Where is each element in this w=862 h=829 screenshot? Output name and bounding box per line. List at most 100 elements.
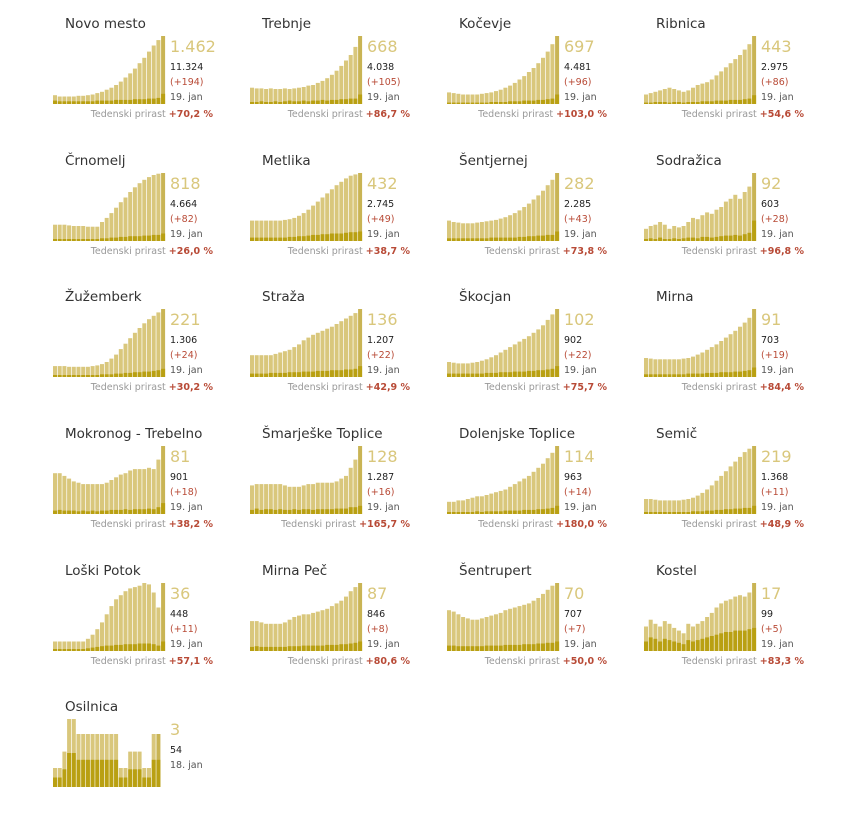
new-cases-bar: [526, 644, 531, 651]
new-cases-bar: [545, 234, 550, 241]
new-cases-bar: [658, 512, 663, 514]
active-cases-bar: [250, 355, 254, 377]
new-cases-bar: [676, 512, 681, 514]
active-cases-bar: [306, 85, 311, 104]
active-cases-bar: [287, 89, 292, 104]
new-cases-bar: [644, 641, 648, 651]
new-cases-bar: [132, 372, 137, 377]
new-cases-bar: [723, 632, 728, 651]
active-cases-bar: [81, 484, 86, 514]
weekly-growth-percent: +96,8 %: [759, 246, 804, 257]
new-cases-bar: [512, 510, 517, 514]
active-cases-bar: [691, 626, 695, 651]
new-cases-bar: [273, 237, 278, 241]
new-cases-bar: [62, 239, 67, 241]
active-cases-bar: [259, 484, 264, 514]
active-cases-bar: [653, 499, 658, 514]
active-cases-bar: [465, 499, 470, 514]
total-cases-value: 4.664: [170, 199, 198, 210]
weekly-growth-percent: +38,7 %: [365, 246, 410, 257]
new-cases-bar: [705, 101, 710, 104]
active-cases-bar: [104, 89, 109, 104]
new-cases-bar: [67, 510, 72, 514]
active-cases-bar: [254, 88, 259, 104]
new-cases-bar: [676, 642, 681, 651]
active-cases-bar: [714, 75, 719, 104]
new-cases-bar: [137, 643, 142, 651]
new-cases-bar: [264, 646, 269, 651]
new-cases-bar: [334, 644, 339, 651]
active-cases-bar: [320, 330, 325, 377]
new-cases-bar: [479, 102, 484, 104]
municipality-name: Škocjan: [459, 289, 512, 305]
new-cases-bar: [723, 100, 728, 104]
active-cases-bar: [100, 222, 104, 241]
active-cases-bar: [128, 588, 133, 651]
new-cases-bar: [90, 375, 95, 377]
daily-change-value: (+16): [367, 487, 395, 498]
new-cases-bar: [733, 99, 738, 104]
new-cases-bar: [325, 644, 330, 651]
municipality-name: Kočevje: [459, 16, 512, 32]
active-cases-bar: [123, 77, 128, 104]
new-cases-bar: [695, 238, 700, 241]
active-cases-bar: [672, 627, 677, 651]
new-cases-bar: [67, 649, 72, 651]
total-cases-value: 11.324: [170, 62, 204, 73]
active-cases-value: 36: [170, 584, 191, 603]
active-cases-bar: [287, 619, 292, 651]
active-cases-bar: [292, 486, 297, 514]
active-cases-bar: [132, 332, 137, 377]
new-cases-bar: [311, 234, 316, 241]
weekly-growth-percent: +50,0 %: [562, 656, 607, 667]
active-cases-bar-chart: [53, 446, 166, 514]
new-cases-bar: [550, 507, 555, 514]
new-cases-bar: [53, 649, 57, 651]
new-cases-bar: [53, 510, 57, 514]
active-cases-bar: [353, 313, 358, 377]
new-cases-bar: [451, 645, 456, 651]
active-cases-bar: [90, 634, 95, 651]
active-cases-bar: [85, 226, 90, 241]
new-cases-bar: [667, 374, 672, 377]
active-cases-bar: [447, 362, 451, 377]
new-cases-bar: [644, 512, 648, 514]
new-cases-bar: [494, 102, 498, 104]
active-cases-bar: [123, 473, 128, 514]
new-cases-bar: [278, 237, 283, 241]
active-cases-bar-chart: [250, 173, 363, 241]
active-cases-bar: [512, 213, 517, 241]
daily-change-value: (+194): [170, 77, 204, 88]
municipality-name: Kostel: [656, 563, 697, 579]
new-cases-bar: [752, 627, 757, 651]
active-cases-bar: [644, 228, 648, 241]
new-cases-bar: [550, 234, 555, 241]
active-cases-bar: [57, 224, 62, 241]
active-cases-bar: [311, 484, 316, 514]
active-cases-bar: [550, 314, 555, 377]
active-cases-bar: [325, 482, 330, 514]
active-cases-bar: [137, 751, 142, 787]
municipality-card: Ribnica 443 2.975 (+86) 19. jan Tedenski prir…: [644, 16, 814, 146]
municipality-card: Mirna Peč 87 846 (+8) 19. jan Tedenski priras…: [250, 563, 420, 693]
active-cases-bar: [95, 226, 100, 241]
new-cases-bar: [264, 102, 269, 104]
active-cases-bar: [264, 89, 269, 104]
active-cases-bar: [653, 91, 658, 104]
active-cases-bar-chart: [447, 173, 560, 241]
weekly-growth-label: Tedenski prirast: [484, 382, 560, 393]
new-cases-bar: [259, 509, 264, 514]
active-cases-bar: [142, 179, 147, 241]
active-cases-bar: [475, 619, 480, 651]
active-cases-bar: [512, 82, 517, 104]
new-cases-bar: [301, 100, 306, 104]
municipality-card: Osilnica 3 54 18. jan: [53, 699, 223, 829]
active-cases-bar: [53, 95, 57, 104]
active-cases-bar: [658, 359, 663, 377]
new-cases-bar: [738, 630, 742, 651]
active-cases-bar: [733, 596, 738, 651]
active-cases-bar: [57, 641, 62, 651]
new-cases-bar: [132, 99, 137, 104]
new-cases-bar: [325, 100, 330, 104]
active-cases-bar: [344, 178, 348, 241]
